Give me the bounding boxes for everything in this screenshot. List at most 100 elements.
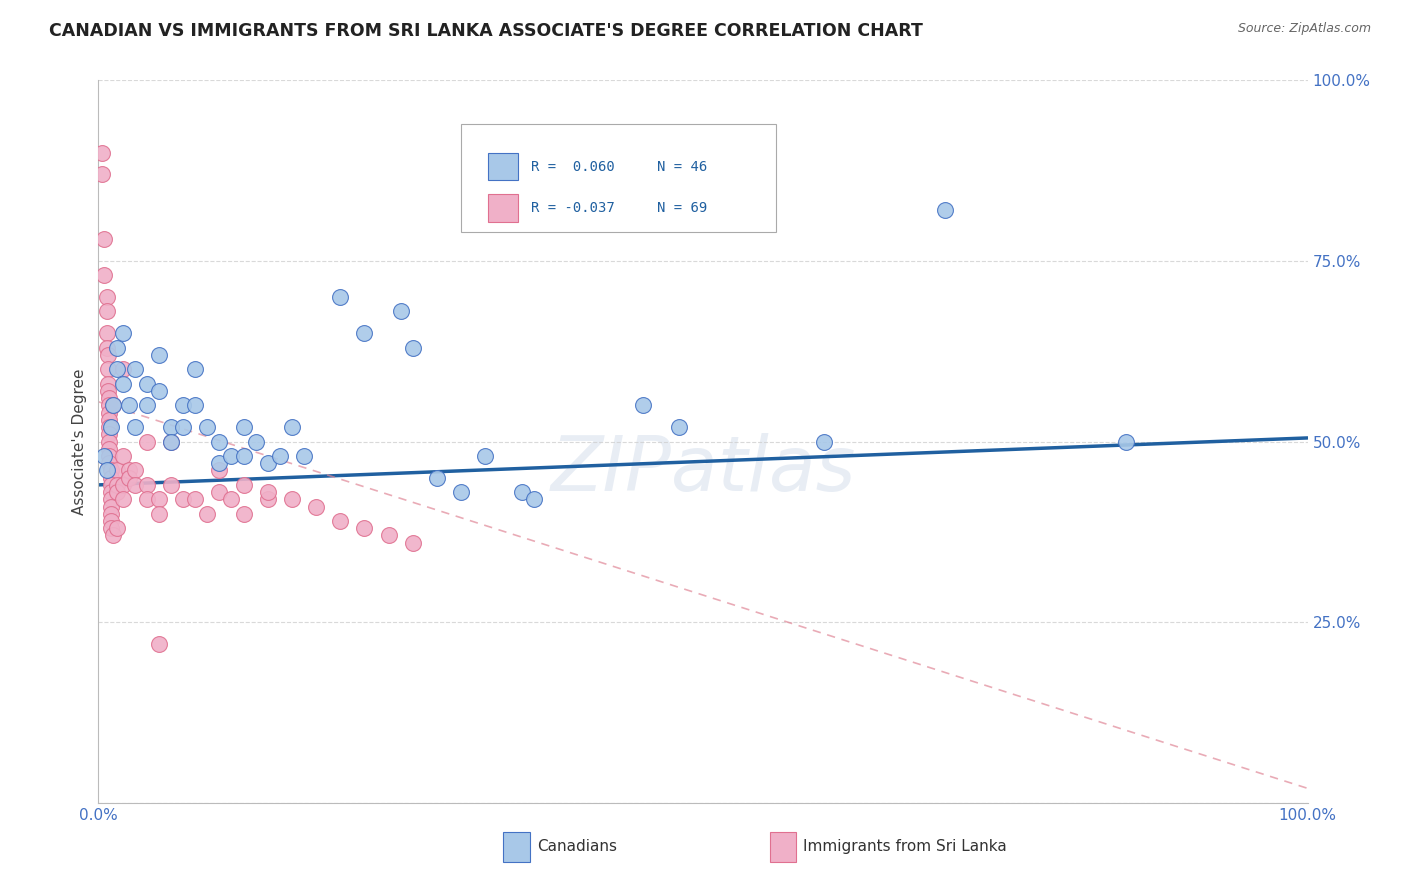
Point <box>232 420 254 434</box>
Point <box>160 478 183 492</box>
Point <box>148 348 170 362</box>
Point <box>208 456 231 470</box>
Point <box>135 478 157 492</box>
Point <box>97 348 120 362</box>
Point <box>389 304 412 318</box>
Text: Canadians: Canadians <box>537 839 617 855</box>
Point <box>160 434 183 449</box>
Point <box>281 420 304 434</box>
Point <box>105 478 128 492</box>
Point <box>232 478 254 492</box>
Point <box>184 492 207 507</box>
Point <box>668 420 690 434</box>
Point <box>101 398 124 412</box>
Point <box>269 449 291 463</box>
Text: ZIPatlas: ZIPatlas <box>550 434 856 508</box>
Point <box>353 521 375 535</box>
Point <box>256 456 278 470</box>
Point <box>91 167 114 181</box>
Point <box>281 492 304 507</box>
Point <box>96 341 118 355</box>
Point <box>208 485 231 500</box>
Bar <box>769 831 796 862</box>
Point <box>124 478 146 492</box>
Point <box>100 463 122 477</box>
Point <box>111 326 134 340</box>
Point <box>100 521 122 535</box>
Point <box>232 507 254 521</box>
Point <box>426 470 449 484</box>
Text: Immigrants from Sri Lanka: Immigrants from Sri Lanka <box>803 839 1007 855</box>
Point <box>118 398 141 412</box>
Point <box>98 449 121 463</box>
Point <box>97 384 120 398</box>
Point <box>148 384 170 398</box>
Point <box>111 376 134 391</box>
Point <box>245 434 267 449</box>
Bar <box>503 831 530 862</box>
Point <box>148 637 170 651</box>
Point <box>98 406 121 420</box>
Point <box>195 420 218 434</box>
Point <box>98 391 121 405</box>
Point <box>172 492 194 507</box>
Point <box>172 398 194 412</box>
Point <box>124 420 146 434</box>
Point <box>100 470 122 484</box>
Point <box>93 449 115 463</box>
Point <box>97 376 120 391</box>
Point <box>124 362 146 376</box>
Point <box>96 326 118 340</box>
Point <box>100 514 122 528</box>
Point <box>100 500 122 514</box>
Point <box>118 470 141 484</box>
Point <box>135 434 157 449</box>
Point <box>135 492 157 507</box>
Point <box>111 449 134 463</box>
Bar <box>488 194 517 221</box>
Point <box>450 485 472 500</box>
Point <box>135 376 157 391</box>
Point <box>160 420 183 434</box>
Point <box>97 362 120 376</box>
Bar <box>488 153 517 180</box>
Point <box>98 456 121 470</box>
Point <box>96 304 118 318</box>
Point <box>100 420 122 434</box>
Point <box>91 145 114 160</box>
Point <box>100 507 122 521</box>
Point <box>934 203 956 218</box>
Point <box>98 398 121 412</box>
Text: CANADIAN VS IMMIGRANTS FROM SRI LANKA ASSOCIATE'S DEGREE CORRELATION CHART: CANADIAN VS IMMIGRANTS FROM SRI LANKA AS… <box>49 22 924 40</box>
Point <box>221 492 243 507</box>
Point <box>402 341 425 355</box>
Text: R = -0.037: R = -0.037 <box>531 201 614 215</box>
Point <box>184 362 207 376</box>
Point <box>208 463 231 477</box>
Point <box>813 434 835 449</box>
Point <box>474 449 496 463</box>
Point <box>329 290 352 304</box>
FancyBboxPatch shape <box>461 124 776 232</box>
Point <box>124 463 146 477</box>
Point <box>292 449 315 463</box>
Point <box>135 398 157 412</box>
Point <box>232 449 254 463</box>
Point <box>148 492 170 507</box>
Point <box>98 442 121 456</box>
Point <box>105 341 128 355</box>
Point <box>221 449 243 463</box>
Point <box>98 434 121 449</box>
Point <box>631 398 654 412</box>
Point <box>523 492 546 507</box>
Point <box>100 485 122 500</box>
Point <box>329 514 352 528</box>
Point <box>105 362 128 376</box>
Point <box>148 507 170 521</box>
Point <box>98 420 121 434</box>
Y-axis label: Associate's Degree: Associate's Degree <box>72 368 87 515</box>
Point <box>98 427 121 442</box>
Point <box>208 434 231 449</box>
Point <box>111 362 134 376</box>
Point <box>105 485 128 500</box>
